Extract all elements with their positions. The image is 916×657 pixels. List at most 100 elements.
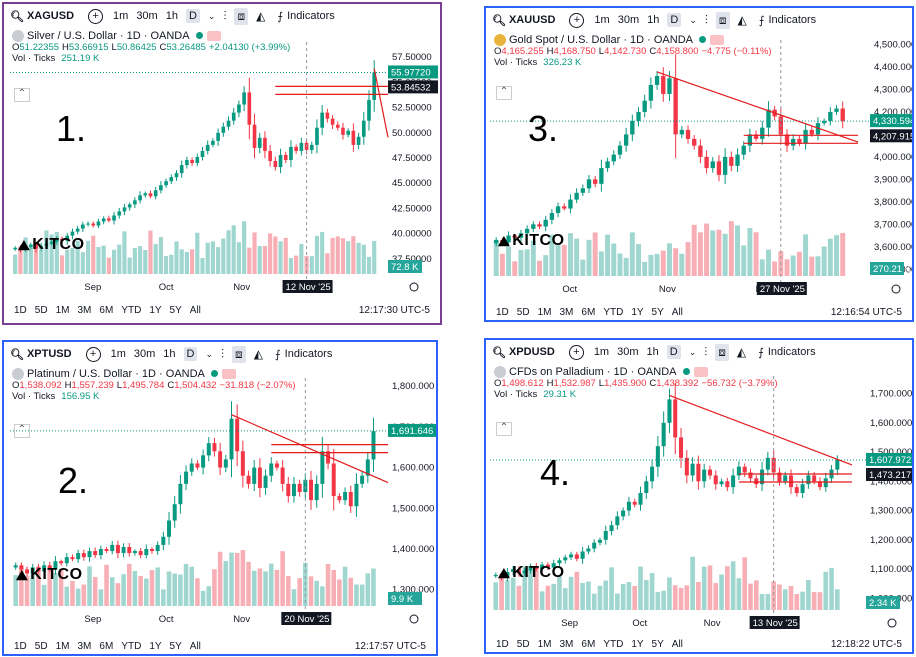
indicators-button[interactable]: ⨍ Indicators: [277, 10, 334, 23]
price-chart[interactable]: 57.5000055.0000052.5000050.0000047.50000…: [4, 4, 442, 325]
timeframe-button[interactable]: 1h: [163, 348, 176, 360]
collapse-legend-icon[interactable]: ⌃: [14, 88, 30, 102]
range-button[interactable]: 1M: [537, 306, 552, 318]
timeframe-button[interactable]: 1m: [594, 14, 610, 26]
timeframe-button[interactable]: 1h: [165, 10, 178, 22]
area-chart-icon[interactable]: ◭: [256, 9, 266, 23]
range-button[interactable]: 6M: [99, 640, 114, 652]
trend-line[interactable]: [231, 414, 389, 484]
settings-icon[interactable]: [409, 282, 419, 292]
range-button[interactable]: 1Y: [149, 640, 162, 652]
timeframe-button[interactable]: 30m: [617, 14, 640, 26]
range-button[interactable]: 1Y: [631, 306, 644, 318]
indicators-label: Indicators: [284, 348, 333, 360]
indicators-button[interactable]: ⨍ Indicators: [758, 346, 815, 359]
range-button[interactable]: 6M: [581, 638, 596, 650]
bar-style-icon[interactable]: ⫶: [221, 346, 225, 361]
range-button[interactable]: 5D: [34, 304, 48, 316]
range-button[interactable]: 1D: [14, 640, 27, 652]
trend-line[interactable]: [656, 71, 859, 143]
range-button[interactable]: 1M: [55, 304, 70, 316]
ohlc-label: C: [649, 378, 657, 390]
timeframe-button[interactable]: D: [183, 347, 198, 361]
bar-style-icon[interactable]: ⫶: [704, 344, 708, 359]
trend-line[interactable]: [669, 394, 853, 466]
candles-icon[interactable]: ⧈: [715, 11, 730, 29]
range-button[interactable]: 3M: [77, 640, 92, 652]
symbol-search[interactable]: 🔍︎ XAGUSD: [10, 10, 74, 23]
range-button[interactable]: 5Y: [169, 304, 182, 316]
timeframe-button[interactable]: 1m: [113, 10, 129, 22]
range-button[interactable]: YTD: [121, 640, 142, 652]
timeframe-button[interactable]: 1h: [647, 14, 660, 26]
collapse-legend-icon[interactable]: ⌃: [496, 86, 512, 100]
range-button[interactable]: YTD: [603, 306, 624, 318]
candles-icon[interactable]: ⧈: [234, 7, 249, 25]
volume-tag: [388, 260, 422, 273]
range-button[interactable]: 3M: [559, 638, 574, 650]
range-button[interactable]: 3M: [77, 304, 92, 316]
settings-icon[interactable]: [409, 614, 419, 624]
range-button[interactable]: YTD: [121, 304, 142, 316]
collapse-legend-icon[interactable]: ⌃: [14, 424, 30, 438]
range-button[interactable]: 1D: [496, 638, 509, 650]
timeframe-button[interactable]: D: [667, 13, 682, 27]
range-button[interactable]: 1Y: [631, 638, 644, 650]
timeframe-button[interactable]: 1h: [646, 346, 659, 358]
symbol-search[interactable]: 🔍︎ XAUUSD: [492, 14, 555, 27]
range-button[interactable]: 1D: [14, 304, 27, 316]
range-button[interactable]: 6M: [581, 306, 596, 318]
timeframe-button[interactable]: 30m: [133, 348, 156, 360]
chevron-down-icon[interactable]: ⌄: [688, 346, 697, 357]
collapse-legend-icon[interactable]: ⌃: [496, 422, 512, 436]
range-button[interactable]: 1D: [496, 306, 509, 318]
range-button[interactable]: 1M: [55, 640, 70, 652]
range-button[interactable]: All: [189, 640, 201, 652]
range-button[interactable]: 1Y: [149, 304, 162, 316]
range-button[interactable]: 5D: [516, 306, 530, 318]
chevron-down-icon[interactable]: ⌄: [207, 10, 216, 21]
range-button[interactable]: 5D: [516, 638, 530, 650]
settings-icon[interactable]: [891, 284, 901, 294]
compare-symbol-icon[interactable]: +: [569, 12, 585, 28]
price-chart[interactable]: 1,700.000 1,600.000 1,500.000 1,400.000 1,30…: [486, 340, 914, 654]
range-button[interactable]: 5Y: [651, 638, 664, 650]
range-button[interactable]: YTD: [603, 638, 624, 650]
range-button[interactable]: 1M: [537, 638, 552, 650]
range-button[interactable]: All: [671, 638, 683, 650]
range-button[interactable]: All: [189, 304, 201, 316]
compare-symbol-icon[interactable]: +: [568, 344, 584, 360]
timeframe-button[interactable]: D: [666, 345, 681, 359]
area-chart-icon[interactable]: ◭: [737, 13, 747, 27]
indicators-button[interactable]: ⨍ Indicators: [759, 14, 816, 27]
range-button[interactable]: 3M: [559, 306, 574, 318]
indicators-button[interactable]: ⨍ Indicators: [275, 348, 332, 361]
range-button[interactable]: 6M: [99, 304, 114, 316]
timeframe-button[interactable]: 1m: [110, 348, 126, 360]
trend-line[interactable]: [373, 68, 389, 138]
range-button[interactable]: 5Y: [169, 640, 182, 652]
timeframe-button[interactable]: 1m: [593, 346, 610, 358]
price-chart[interactable]: 4,500.0004,400.0004,300.0004,200.0004,10…: [486, 8, 914, 322]
settings-icon[interactable]: [887, 618, 897, 628]
area-chart-icon[interactable]: ◭: [736, 345, 747, 359]
symbol-search[interactable]: 🔍︎ XPTUSD: [10, 348, 72, 361]
bar-style-icon[interactable]: ⫶: [704, 12, 708, 27]
range-button[interactable]: All: [671, 306, 683, 318]
symbol-search[interactable]: 🔍︎ XPDUSD: [492, 346, 555, 359]
range-button[interactable]: 5D: [34, 640, 48, 652]
volume-bar: [122, 231, 127, 274]
compare-symbol-icon[interactable]: +: [85, 346, 101, 362]
timeframe-button[interactable]: 30m: [617, 346, 639, 358]
range-button[interactable]: 5Y: [651, 306, 664, 318]
chevron-down-icon[interactable]: ⌄: [689, 14, 697, 25]
candles-icon[interactable]: ⧈: [715, 343, 729, 361]
candles-icon[interactable]: ⧈: [232, 345, 246, 363]
area-chart-icon[interactable]: ◭: [253, 347, 263, 361]
timeframe-button[interactable]: D: [185, 9, 200, 23]
price-chart[interactable]: 1,800.0001,700.0001,600.0001,500.0001,40…: [4, 342, 438, 656]
compare-symbol-icon[interactable]: +: [88, 8, 104, 24]
timeframe-button[interactable]: 30m: [136, 10, 158, 22]
bar-style-icon[interactable]: ⫶: [223, 8, 227, 23]
chevron-down-icon[interactable]: ⌄: [205, 348, 214, 359]
